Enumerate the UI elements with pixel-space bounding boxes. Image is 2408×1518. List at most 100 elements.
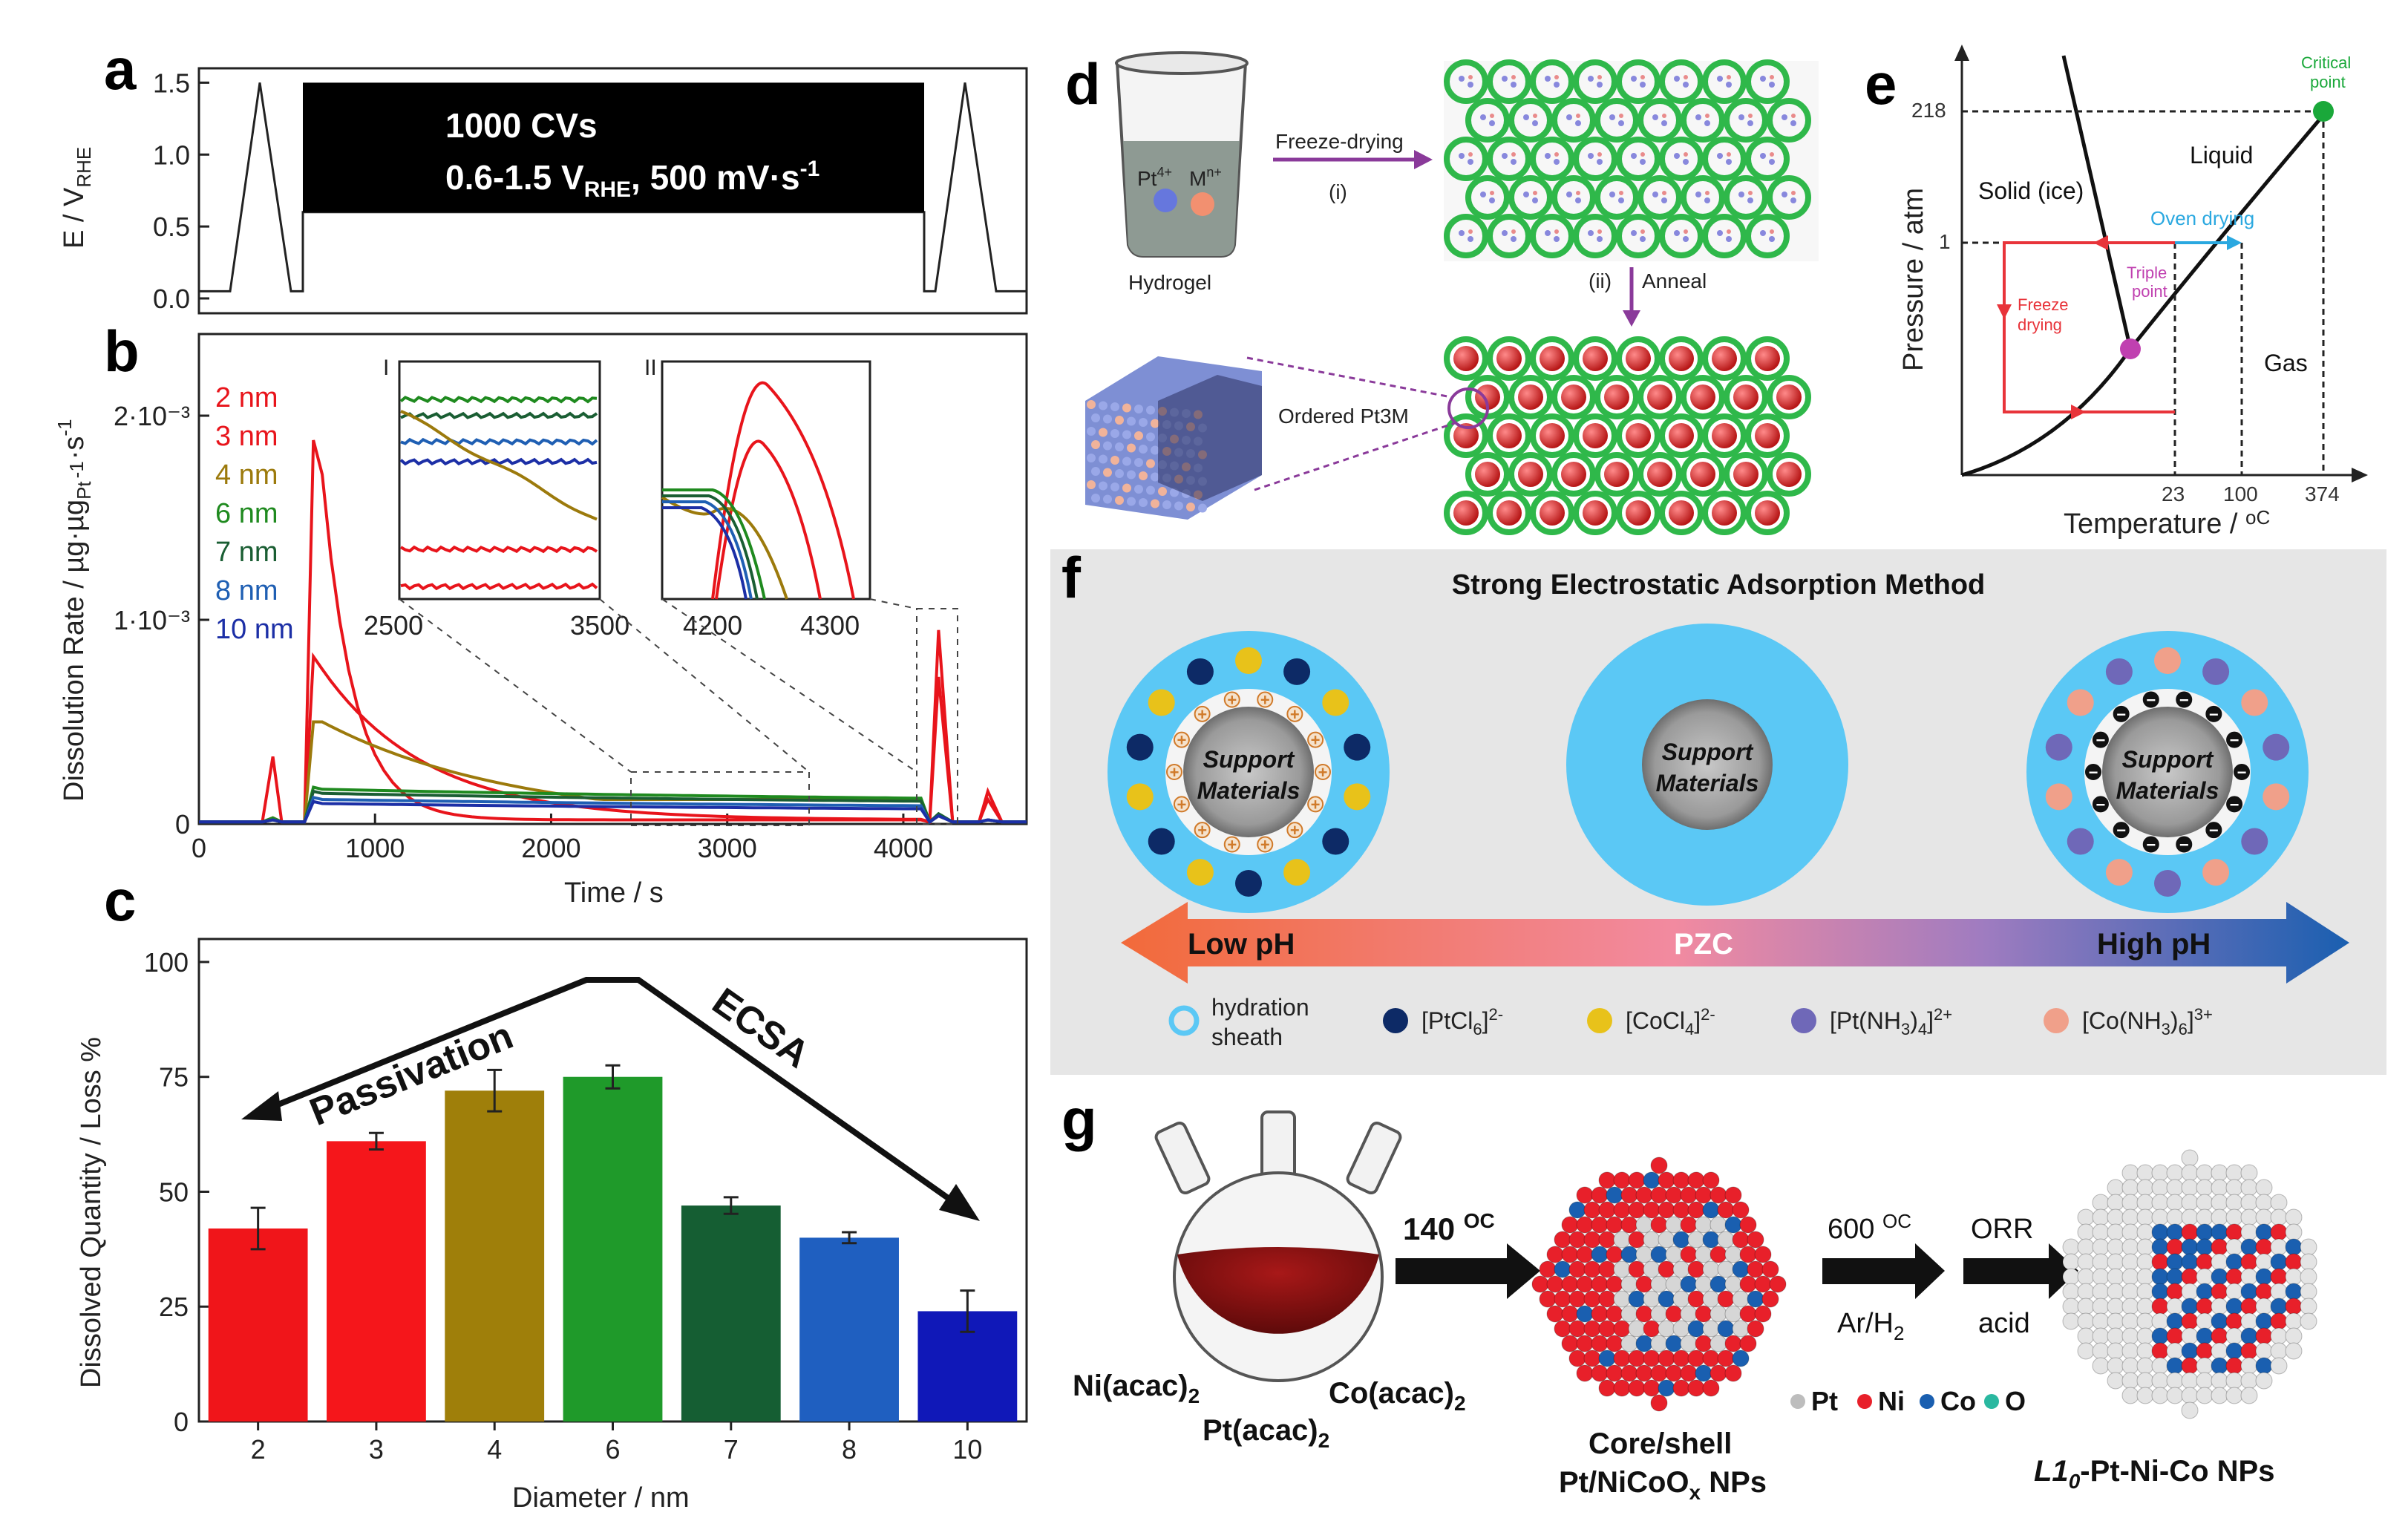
- np-atom: [2166, 1238, 2184, 1256]
- adsorbed-ion: [1148, 828, 1175, 855]
- ion-dot: [1684, 75, 1688, 79]
- surface-charge-sign: +: [1197, 821, 1207, 840]
- c-ytick-label: 0: [174, 1407, 189, 1437]
- lattice-cell: [1551, 452, 1596, 497]
- a-ytick-label: 1.0: [153, 140, 190, 170]
- np-atom: [1695, 1275, 1712, 1293]
- np-atom: [1658, 1171, 1675, 1189]
- lattice-cell: [1487, 59, 1531, 104]
- np-atom: [1761, 1290, 1779, 1308]
- np-atom: [2270, 1194, 2288, 1211]
- ion-dot: [1468, 152, 1473, 157]
- np-atom: [2151, 1387, 2169, 1404]
- np-atom: [2240, 1268, 2258, 1286]
- np-atom: [1620, 1305, 1638, 1323]
- b-xtick-label: 2000: [521, 833, 580, 863]
- ion-dot: [1738, 114, 1744, 120]
- np-atom: [1591, 1246, 1609, 1263]
- np-atom: [2270, 1298, 2288, 1315]
- lattice-cell: [1573, 59, 1617, 104]
- np-atom: [1732, 1201, 1750, 1219]
- np-atom: [1724, 1364, 1742, 1382]
- lattice-cell: [1767, 452, 1811, 497]
- np-atom: [2166, 1223, 2184, 1241]
- cube-atom: [1170, 488, 1179, 497]
- np-atom: [2151, 1372, 2169, 1390]
- np-atom: [1591, 1364, 1609, 1382]
- np-atom: [1761, 1260, 1779, 1278]
- ion-dot: [1588, 76, 1594, 82]
- pt3m-atom: [1733, 462, 1758, 487]
- ion-dot: [1791, 191, 1796, 195]
- ion-dot: [1727, 75, 1731, 79]
- cube-atom: [1110, 429, 1119, 438]
- np-atom: [1650, 1364, 1668, 1382]
- ion-dot: [1782, 192, 1787, 197]
- pt3m-atom: [1647, 385, 1672, 410]
- ion-dot: [1770, 229, 1774, 234]
- np-atom: [2240, 1283, 2258, 1301]
- np-atom: [1568, 1320, 1586, 1338]
- np-atom: [1561, 1216, 1579, 1234]
- np-atom: [2166, 1179, 2184, 1197]
- pt3m-atom: [1561, 385, 1586, 410]
- c-ytick-label: 50: [159, 1177, 189, 1207]
- np-atom: [1717, 1320, 1735, 1338]
- pt-ion-sphere: [1154, 189, 1177, 212]
- ion-dot: [1640, 152, 1645, 157]
- gas-label: Ar/H2: [1837, 1308, 1904, 1344]
- ion-dot: [1459, 230, 1465, 236]
- np-atom: [2270, 1342, 2288, 1360]
- surface-charge: [2226, 731, 2243, 748]
- inset-2-6nm: [662, 488, 766, 600]
- panel-b-inset-2: II 4200 4300: [644, 356, 871, 641]
- np-atom: [2062, 1253, 2080, 1271]
- ion-dot: [1652, 192, 1658, 197]
- np-atom: [1620, 1216, 1638, 1234]
- step1-number: (i): [1329, 180, 1347, 203]
- pt3m-atom: [1626, 500, 1651, 526]
- orr-label: ORR: [1971, 1214, 2033, 1245]
- lattice-cell: [1444, 137, 1488, 181]
- ion-dot: [1490, 191, 1494, 195]
- cube-atom: [1146, 405, 1155, 415]
- cube-atom: [1110, 482, 1119, 491]
- np-atom: [2062, 1268, 2080, 1286]
- np-atom: [2151, 1283, 2169, 1301]
- np-atom: [2255, 1357, 2273, 1375]
- ion-dot: [1790, 197, 1796, 203]
- ion-dot: [1597, 236, 1603, 242]
- inset-2-label: II: [644, 356, 657, 380]
- np-atom: [1739, 1335, 1757, 1352]
- np-atom: [2136, 1387, 2154, 1404]
- surface-charge-sign: −: [2116, 821, 2126, 840]
- np-atom: [2166, 1283, 2184, 1301]
- ion-dot: [1511, 159, 1517, 165]
- lattice-cell: [1659, 336, 1704, 381]
- pt3m-atom: [1475, 385, 1500, 410]
- cube-atom: [1127, 443, 1136, 453]
- lattice-cell: [1487, 413, 1531, 458]
- np-atom: [2136, 1342, 2154, 1360]
- legend-hydration-2: sheath: [1211, 1024, 1283, 1050]
- np-atom: [1702, 1231, 1720, 1249]
- pt3m-atom: [1712, 346, 1737, 371]
- np-atom: [2107, 1238, 2124, 1256]
- np-atom: [1650, 1305, 1668, 1323]
- cube-atom: [1099, 481, 1108, 491]
- region-liquid: Liquid: [2190, 142, 2253, 169]
- arrow-140c: [1396, 1243, 1540, 1299]
- ion-dot: [1533, 114, 1537, 118]
- np-atom: [1754, 1305, 1772, 1323]
- np-atom: [1687, 1349, 1705, 1367]
- surface-charge-sign: +: [1197, 705, 1207, 724]
- freeze-label-1: Freeze: [2018, 295, 2068, 314]
- np-atom: [2225, 1164, 2243, 1182]
- pt3m-atom: [1496, 500, 1522, 526]
- ion-dot: [1480, 192, 1486, 197]
- lattice-cell: [1530, 59, 1574, 104]
- lattice-cell: [1659, 137, 1704, 181]
- cube-atom: [1139, 418, 1148, 427]
- np-atom: [2121, 1164, 2139, 1182]
- arrow-600c: [1822, 1243, 1945, 1299]
